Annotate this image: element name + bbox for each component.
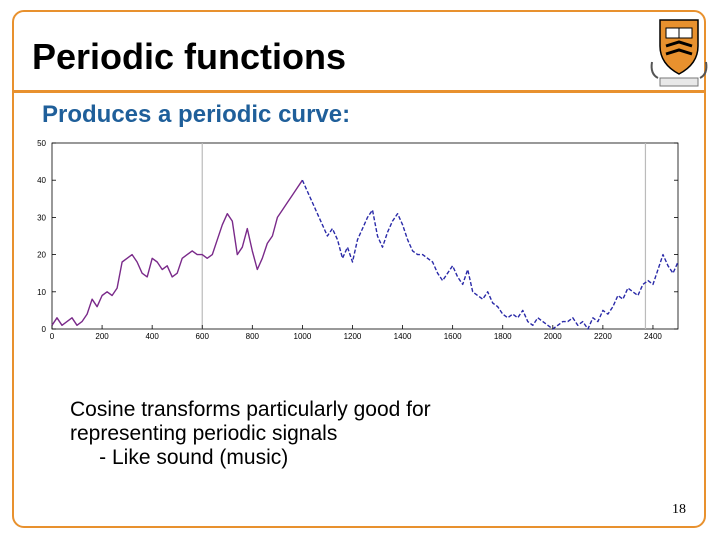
body-line: representing periodic signals — [70, 422, 338, 445]
university-shield-icon — [650, 19, 708, 87]
y-tick-label: 50 — [37, 139, 46, 148]
x-tick-label: 0 — [50, 332, 55, 341]
x-tick-label: 1400 — [394, 332, 412, 341]
x-tick-label: 1800 — [494, 332, 512, 341]
y-tick-label: 10 — [37, 288, 46, 297]
y-tick-label: 30 — [37, 213, 46, 222]
body-line: - Like sound (music) — [70, 446, 289, 469]
plot-frame — [51, 142, 679, 330]
series-line — [301, 179, 679, 330]
slide-title: Periodic functions — [32, 36, 347, 77]
series-line — [51, 179, 303, 326]
periodic-curve-chart: 0 200 400 600 800 1000 1200 1400 1600 1800 2000 220… — [37, 139, 679, 341]
y-tick-label: 20 — [37, 251, 46, 260]
y-tick-label: 40 — [37, 176, 46, 185]
title-bar — [12, 10, 706, 93]
x-tick-label: 200 — [95, 332, 109, 341]
page-number: 18 — [672, 502, 686, 517]
x-tick-label: 2000 — [544, 332, 562, 341]
y-tick-label: 0 — [42, 325, 47, 334]
x-tick-label: 1000 — [294, 332, 312, 341]
x-tick-label: 2400 — [644, 332, 662, 341]
x-tick-label: 1600 — [444, 332, 462, 341]
x-tick-label: 2200 — [594, 332, 612, 341]
slide-subtitle: Produces a periodic curve: — [42, 101, 351, 128]
x-tick-label: 400 — [145, 332, 159, 341]
body-text: Cosine transforms particularly good for … — [70, 398, 431, 470]
x-tick-label: 800 — [246, 332, 260, 341]
slide-frame — [12, 10, 706, 528]
x-tick-label: 600 — [196, 332, 210, 341]
body-line: Cosine transforms particularly good for — [70, 398, 431, 421]
x-tick-label: 1200 — [344, 332, 362, 341]
